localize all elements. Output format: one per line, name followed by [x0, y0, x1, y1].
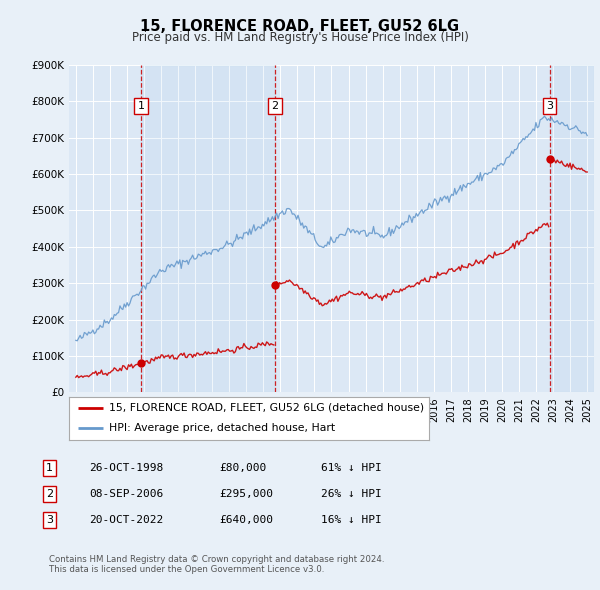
Text: 26% ↓ HPI: 26% ↓ HPI	[321, 489, 382, 499]
Text: £640,000: £640,000	[219, 516, 273, 525]
Text: 26-OCT-1998: 26-OCT-1998	[89, 463, 163, 473]
Bar	[550, 65, 594, 392]
Text: 15, FLORENCE ROAD, FLEET, GU52 6LG: 15, FLORENCE ROAD, FLEET, GU52 6LG	[140, 19, 460, 34]
Text: 2: 2	[46, 489, 53, 499]
Text: 16% ↓ HPI: 16% ↓ HPI	[321, 516, 382, 525]
Text: 20-OCT-2022: 20-OCT-2022	[89, 516, 163, 525]
Text: 2: 2	[272, 101, 278, 111]
Text: 3: 3	[46, 516, 53, 525]
Text: 1: 1	[46, 463, 53, 473]
Text: 15, FLORENCE ROAD, FLEET, GU52 6LG (detached house): 15, FLORENCE ROAD, FLEET, GU52 6LG (deta…	[109, 403, 424, 412]
Bar	[69, 65, 141, 392]
Text: Contains HM Land Registry data © Crown copyright and database right 2024.
This d: Contains HM Land Registry data © Crown c…	[49, 555, 385, 574]
Text: 1: 1	[137, 101, 145, 111]
Text: £295,000: £295,000	[219, 489, 273, 499]
Bar	[275, 65, 550, 392]
Text: Price paid vs. HM Land Registry's House Price Index (HPI): Price paid vs. HM Land Registry's House …	[131, 31, 469, 44]
Text: 3: 3	[546, 101, 553, 111]
Text: HPI: Average price, detached house, Hart: HPI: Average price, detached house, Hart	[109, 422, 335, 432]
Text: 08-SEP-2006: 08-SEP-2006	[89, 489, 163, 499]
Text: £80,000: £80,000	[219, 463, 266, 473]
Bar	[141, 65, 275, 392]
Text: 61% ↓ HPI: 61% ↓ HPI	[321, 463, 382, 473]
